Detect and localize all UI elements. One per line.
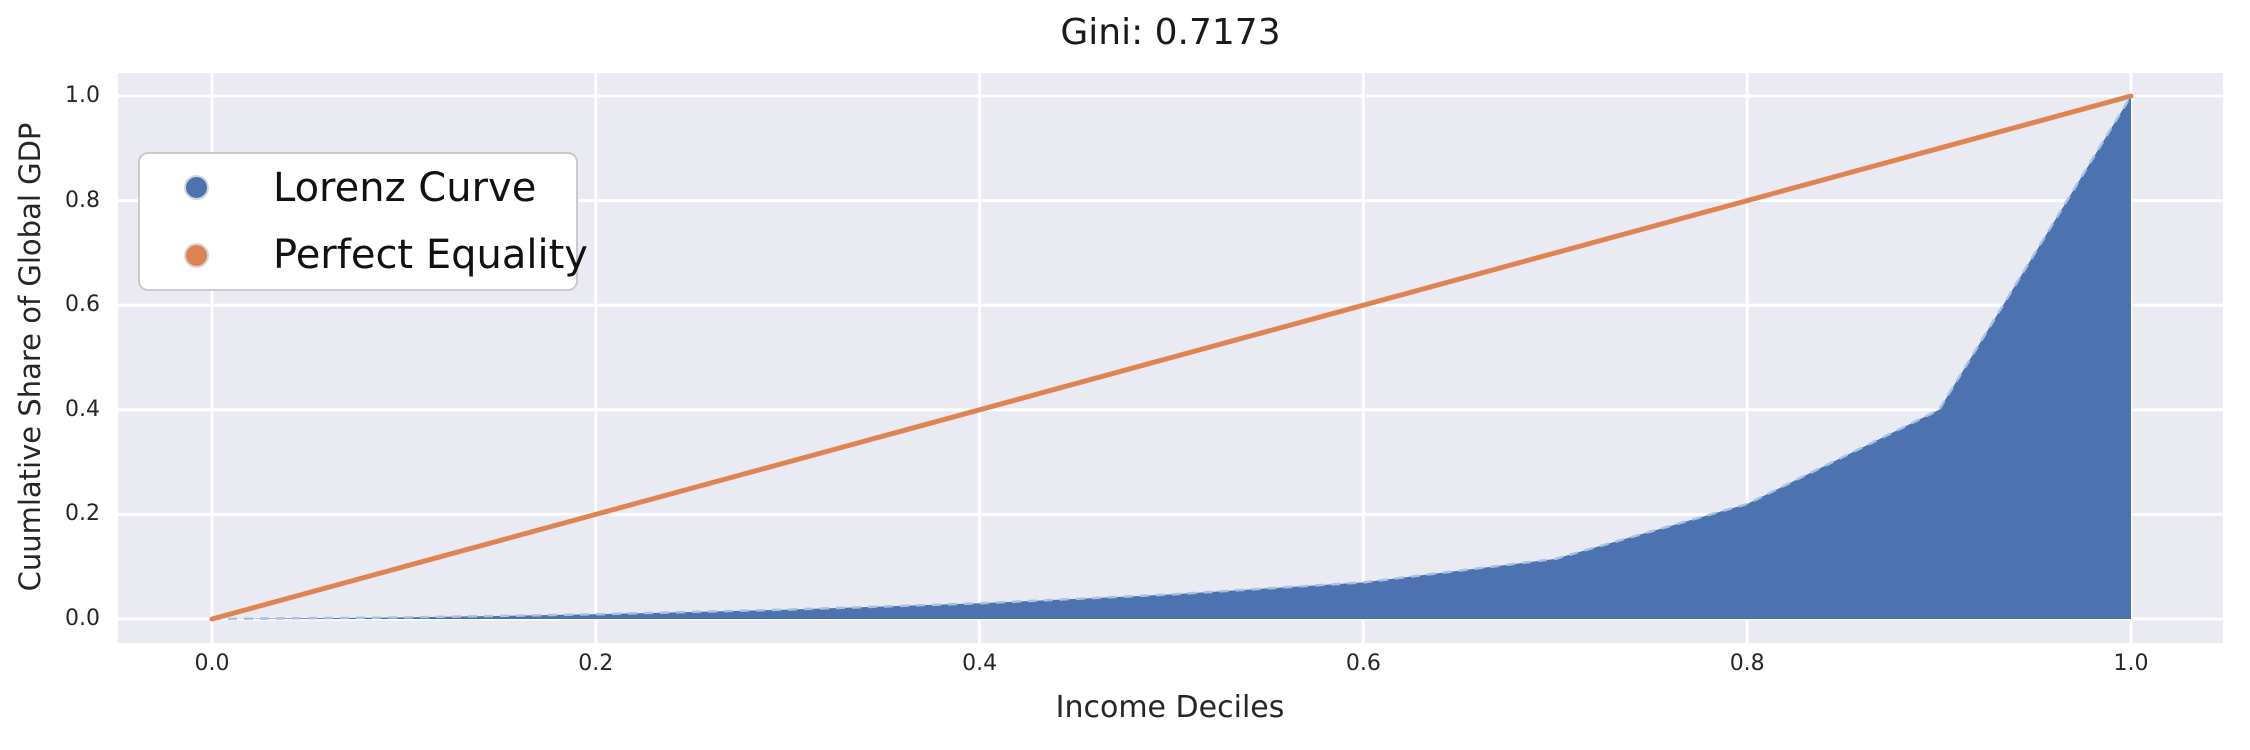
lorenz-curve-marker-icon xyxy=(184,175,209,201)
legend-label: Lorenz Curve xyxy=(273,164,537,211)
y-axis-label: Cuumlative Share of Global GDP xyxy=(13,122,47,592)
y-tick-label: 0.8 xyxy=(65,187,100,213)
y-tick-label: 0.0 xyxy=(65,606,100,631)
x-tick-label: 0.8 xyxy=(1729,651,1765,676)
legend-label: Perfect Equality xyxy=(273,232,588,279)
x-tick-label: 0.0 xyxy=(194,651,230,676)
y-tick-label: 0.2 xyxy=(65,501,100,527)
x-tick-label: 1.0 xyxy=(2113,651,2149,676)
perfect-equality-line xyxy=(209,93,2134,622)
perfect-equality-marker-icon xyxy=(184,242,209,268)
chart-title: Gini: 0.7173 xyxy=(1060,12,1281,53)
x-tick-label: 0.2 xyxy=(578,651,614,676)
legend-box: Lorenz Curve Perfect Equality xyxy=(138,152,588,291)
y-tick-label: 1.0 xyxy=(65,83,100,108)
x-tick-label: 0.6 xyxy=(1345,651,1381,676)
y-tick-label: 0.6 xyxy=(65,292,100,318)
lorenz-curve-line xyxy=(211,95,2133,621)
lorenz-area xyxy=(212,96,2131,619)
x-tick-label: 0.4 xyxy=(962,651,998,676)
legend-item-perfect-equality: Perfect Equality xyxy=(140,224,588,286)
x-axis-label: Income Deciles xyxy=(1055,690,1285,725)
legend-item-lorenz-curve: Lorenz Curve xyxy=(140,157,576,219)
y-tick-label: 0.4 xyxy=(65,396,100,422)
